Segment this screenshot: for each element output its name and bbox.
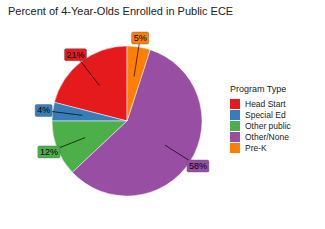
data-label-text: 58% — [189, 161, 207, 171]
legend-title: Program Type — [230, 84, 286, 94]
data-labels: 21% 4% 12% 58% 5% — [35, 32, 209, 172]
legend-label: Other public — [245, 121, 292, 131]
legend-label: Head Start — [245, 99, 286, 109]
chart: Percent of 4-Year-Olds Enrolled in Publi… — [0, 0, 325, 229]
data-label-box — [132, 32, 149, 44]
data-label-box — [35, 104, 52, 116]
legend-swatch — [230, 121, 240, 131]
legend-label: Pre-K — [245, 143, 267, 153]
pie — [52, 46, 202, 196]
data-label-box — [187, 160, 209, 172]
data-label-text: 21% — [67, 50, 85, 60]
legend-label: Other/None — [245, 132, 289, 142]
legend-label: Special Ed — [245, 110, 286, 120]
data-label-text: 4% — [37, 105, 50, 115]
data-label-text: 5% — [134, 33, 147, 43]
legend-swatch — [230, 132, 240, 142]
title: Percent of 4-Year-Olds Enrolled in Publi… — [8, 5, 233, 17]
slice — [52, 102, 127, 121]
legend-swatch — [230, 143, 240, 153]
data-label: 12% — [38, 146, 60, 158]
data-label: 4% — [35, 104, 52, 116]
legend-swatch — [230, 110, 240, 120]
data-label: 5% — [132, 32, 149, 44]
slice — [127, 46, 150, 121]
data-label-text: 12% — [40, 147, 58, 157]
data-label: 21% — [65, 49, 87, 61]
data-label: 58% — [187, 160, 209, 172]
legend-swatch — [230, 99, 240, 109]
legend: Program Type Head StartSpecial EdOther pu… — [230, 84, 292, 153]
data-label-box — [38, 146, 60, 158]
data-label-box — [65, 49, 87, 61]
